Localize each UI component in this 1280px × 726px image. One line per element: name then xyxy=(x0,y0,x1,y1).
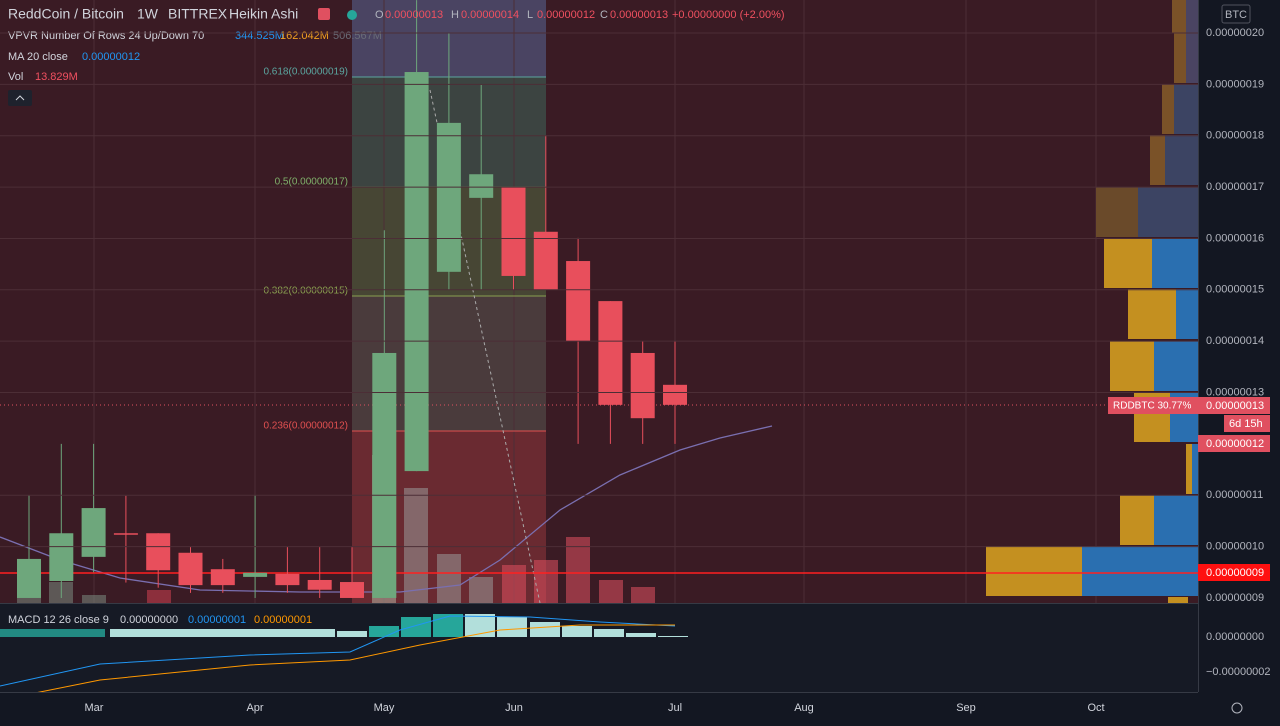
vpvr-bars xyxy=(986,0,1198,603)
level-price: 0.00000009 xyxy=(1206,567,1264,579)
time-label: Jun xyxy=(505,702,523,714)
candle-body xyxy=(372,352,397,598)
candle-body xyxy=(81,508,106,557)
macd-histogram xyxy=(0,614,688,637)
indicator-name: MACD 12 26 close 9 xyxy=(8,614,109,626)
candle-body xyxy=(533,231,558,290)
symbol-tag: RDDBTC 30.77% xyxy=(1113,401,1191,412)
ohlc-value: 0.00000013 xyxy=(610,9,668,21)
candle-body xyxy=(210,569,235,586)
candle-body xyxy=(404,72,429,472)
time-label: Mar xyxy=(85,702,104,714)
candle-body xyxy=(146,533,171,571)
exchange: BITTREX xyxy=(168,6,228,22)
candle-body xyxy=(113,533,138,535)
collapse-icon xyxy=(15,95,25,101)
interval: 1W xyxy=(137,6,159,22)
price-label: 0.00000017 xyxy=(1206,181,1264,193)
price-label: 0.00000019 xyxy=(1206,78,1264,90)
price-label: 0.00000020 xyxy=(1206,27,1264,39)
price-tag xyxy=(1198,397,1270,414)
time-label: Apr xyxy=(246,702,263,714)
last-price: 0.00000013 xyxy=(1206,400,1264,412)
countdown-tag xyxy=(1224,415,1270,432)
time-label: May xyxy=(374,702,395,714)
indicator-value: 0.00000001 xyxy=(188,614,246,626)
price-label: 0.00000013 xyxy=(1206,386,1264,398)
candle-body xyxy=(340,582,364,598)
price-axis xyxy=(1198,0,1280,721)
candle-body xyxy=(178,552,203,586)
indicator-name: VPVR Number Of Rows 24 Up/Down 70 xyxy=(8,30,204,42)
candle-body xyxy=(307,579,332,590)
indicator-value: 344.525M xyxy=(235,30,284,42)
ma-line xyxy=(0,425,773,593)
time-label: Sep xyxy=(956,702,976,714)
ohlc-label: L xyxy=(527,9,533,21)
alert-icon[interactable] xyxy=(318,8,330,20)
ma-price: 0.00000012 xyxy=(1206,438,1264,450)
price-label: 0.00000015 xyxy=(1206,284,1264,296)
signal-line xyxy=(0,624,675,701)
indicator-value: 13.829M xyxy=(35,71,78,83)
indicator-value: 0.00000000 xyxy=(120,614,178,626)
time-label: Oct xyxy=(1087,702,1104,714)
price-label: 0.00000018 xyxy=(1206,130,1264,142)
macd-line xyxy=(0,615,676,687)
ohlc-value: 0.00000012 xyxy=(537,9,595,21)
candle-body xyxy=(17,558,41,598)
candle-body xyxy=(243,572,268,577)
price-tag xyxy=(1108,397,1198,414)
indicator-value: 0.00000001 xyxy=(254,614,312,626)
ohlc-label: O xyxy=(375,9,384,21)
time-axis xyxy=(0,692,1198,721)
macd-pane xyxy=(0,604,1198,692)
level-tag xyxy=(1198,564,1270,581)
candle-body xyxy=(501,187,526,276)
ohlc-label: C xyxy=(600,9,608,21)
ohlc-value: 0.00000013 xyxy=(385,9,443,21)
indicator-name: MA 20 close xyxy=(8,51,68,63)
change: +0.00000000 (+2.00%) xyxy=(672,9,785,21)
candle-body xyxy=(663,384,687,405)
candles xyxy=(17,0,687,598)
candle-body xyxy=(49,533,74,582)
settings-icon[interactable] xyxy=(1231,702,1243,714)
candle-body xyxy=(469,174,494,198)
macd-label: −0.00000002 xyxy=(1206,666,1271,678)
time-label: Aug xyxy=(794,702,814,714)
candle-body xyxy=(598,301,623,405)
chart-style: Heikin Ashi xyxy=(229,6,298,22)
ohlc-label: H xyxy=(451,9,459,21)
indicator-value: 506.567M xyxy=(333,30,382,42)
indicator-name: Vol xyxy=(8,71,23,83)
symbol: ReddCoin / Bitcoin xyxy=(8,6,124,22)
macd-label: 0.00000000 xyxy=(1206,631,1264,643)
fib-label: 0.236(0.00000012) xyxy=(263,421,348,432)
candle-body xyxy=(275,573,300,586)
status-dot xyxy=(347,10,357,20)
collapse-button[interactable] xyxy=(8,90,32,106)
ma-tag xyxy=(1198,435,1270,452)
price-label: 0.00000014 xyxy=(1206,335,1264,347)
candle-body xyxy=(566,261,591,342)
price-label: 0.00000010 xyxy=(1206,541,1264,553)
price-label: 0.00000009 xyxy=(1206,592,1264,604)
ohlc-value: 0.00000014 xyxy=(461,9,519,21)
indicator-value: 0.00000012 xyxy=(82,51,140,63)
currency: BTC xyxy=(1225,9,1247,21)
fib-label: 0.618(0.00000019) xyxy=(263,67,348,78)
time-label: Jul xyxy=(668,702,682,714)
currency-button[interactable] xyxy=(1221,4,1251,24)
candle-body xyxy=(436,122,461,272)
price-label: 0.00000016 xyxy=(1206,232,1264,244)
countdown: 6d 15h xyxy=(1229,418,1263,430)
indicator-value: 162.042M xyxy=(280,30,329,42)
price-label: 0.00000011 xyxy=(1206,489,1263,501)
fib-label: 0.382(0.00000015) xyxy=(263,286,348,297)
fib-label: 0.5(0.00000017) xyxy=(275,177,348,188)
candle-body xyxy=(630,352,655,419)
